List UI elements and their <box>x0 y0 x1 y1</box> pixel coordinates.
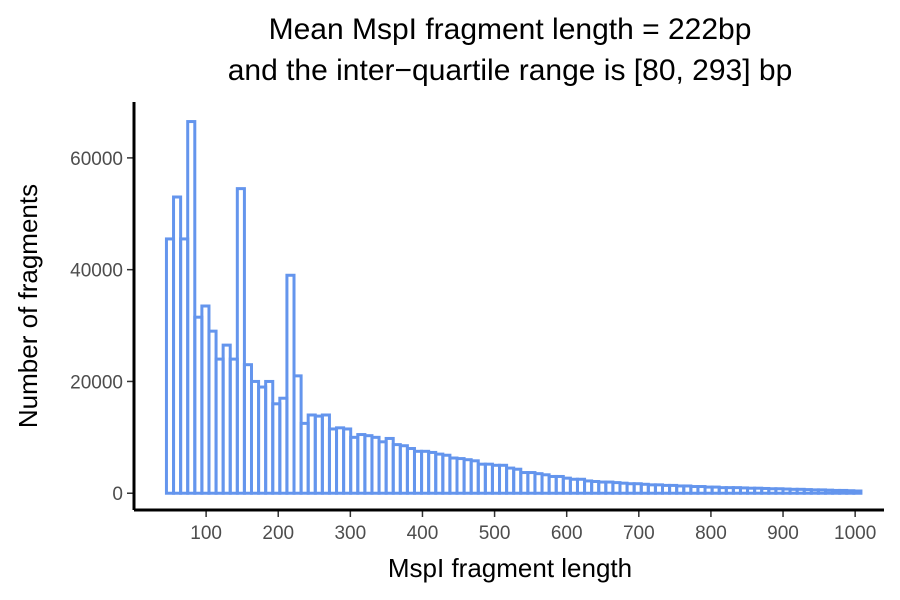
x-tick-label: 900 <box>767 523 799 544</box>
histogram-bar <box>852 489 863 495</box>
chart-title-line-2: and the inter−quartile range is [80, 293… <box>228 54 793 87</box>
x-tick-label: 800 <box>695 523 727 544</box>
x-tick-label: 200 <box>262 523 294 544</box>
chart-title-line-1: Mean MspI fragment length = 222bp <box>269 13 752 46</box>
x-axis-title: MspI fragment length <box>388 553 632 583</box>
y-tick-label: 40000 <box>70 261 123 282</box>
x-tick-label: 600 <box>551 523 583 544</box>
histogram-bar <box>235 187 246 495</box>
x-tick-label: 400 <box>407 523 439 544</box>
chart-title: Mean MspI fragment length = 222bp and th… <box>228 13 793 87</box>
x-axis-ticks: 100 200 300 400 500 600 700 800 900 1000 <box>190 510 876 544</box>
y-tick-label: 0 <box>112 484 123 505</box>
x-tick-label: 300 <box>334 523 366 544</box>
x-tick-label: 700 <box>623 523 655 544</box>
histogram-bars <box>164 120 863 495</box>
x-tick-label: 1000 <box>834 523 876 544</box>
y-tick-label: 60000 <box>70 149 123 170</box>
y-axis-title: Number of fragments <box>13 184 43 428</box>
histogram-bar <box>186 120 197 495</box>
x-tick-label: 500 <box>479 523 511 544</box>
y-tick-label: 20000 <box>70 372 123 393</box>
y-axis-ticks: 0 20000 40000 60000 <box>70 149 134 505</box>
x-tick-label: 100 <box>190 523 222 544</box>
